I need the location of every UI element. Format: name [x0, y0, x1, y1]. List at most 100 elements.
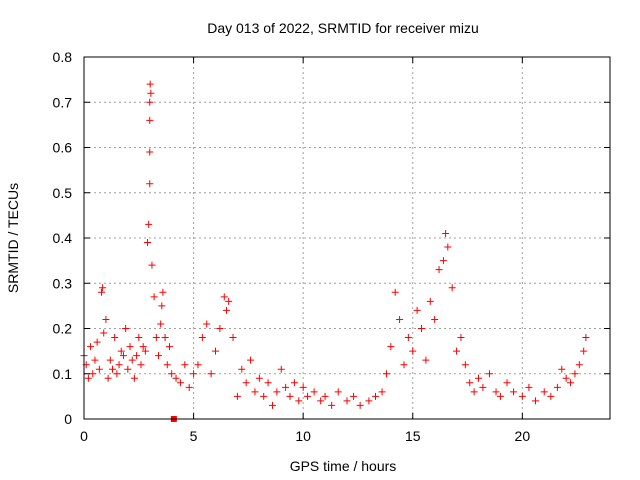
- data-point: [558, 365, 566, 373]
- data-point: [525, 383, 533, 391]
- data-point: [133, 352, 141, 360]
- data-point: [225, 297, 233, 305]
- data-point: [176, 379, 184, 387]
- data-point: [117, 347, 125, 355]
- data-point: [157, 320, 165, 328]
- data-point: [466, 379, 474, 387]
- data-point: [422, 356, 430, 364]
- data-point: [146, 80, 154, 88]
- data-point: [159, 288, 167, 296]
- data-point: [295, 397, 303, 405]
- x-tick-label: 15: [405, 428, 421, 444]
- data-point: [580, 347, 588, 355]
- plot-frame: [83, 56, 611, 420]
- data-point: [343, 397, 351, 405]
- data-point: [328, 401, 336, 409]
- data-point: [413, 306, 421, 314]
- data-point: [146, 98, 154, 106]
- data-point: [146, 180, 154, 188]
- data-point: [439, 257, 447, 265]
- data-point: [485, 370, 493, 378]
- data-point: [190, 370, 198, 378]
- data-point: [418, 325, 426, 332]
- data-point: [575, 361, 583, 369]
- data-point: [251, 388, 259, 396]
- data-point: [168, 370, 176, 378]
- y-tick-label: 0.6: [53, 140, 73, 156]
- x-tick-label: 20: [515, 428, 531, 444]
- data-point: [277, 365, 285, 373]
- data-point: [448, 284, 456, 292]
- data-point: [139, 343, 147, 351]
- data-point: [137, 361, 145, 369]
- data-point: [203, 320, 211, 328]
- data-point: [111, 334, 119, 342]
- data-point: [567, 379, 575, 387]
- data-point: [255, 374, 263, 382]
- y-tick-label: 0.7: [53, 94, 73, 110]
- data-point: [435, 266, 443, 274]
- data-point: [124, 365, 132, 373]
- data-point: [93, 338, 101, 346]
- data-point: [282, 383, 290, 391]
- y-tick-label: 0.4: [53, 230, 73, 246]
- data-point: [113, 370, 121, 378]
- data-point: [479, 383, 487, 391]
- data-point: [286, 392, 294, 400]
- y-tick-label: 0.3: [53, 275, 73, 291]
- data-point: [158, 302, 166, 310]
- data-point: [146, 116, 154, 124]
- data-point: [299, 383, 307, 391]
- data-point: [198, 334, 206, 342]
- data-point: [260, 392, 268, 400]
- y-tick-label: 0: [64, 411, 72, 427]
- data-point: [510, 388, 518, 396]
- data-point: [310, 388, 318, 396]
- data-point: [144, 239, 152, 247]
- chart-title: Day 013 of 2022, SRMTID for receiver miz…: [207, 20, 479, 36]
- data-point: [242, 379, 250, 387]
- data-point: [350, 392, 358, 400]
- data-point: [582, 334, 590, 342]
- data-point: [409, 347, 417, 355]
- data-point: [163, 361, 171, 369]
- data-point: [135, 334, 143, 342]
- data-point: [431, 315, 439, 323]
- data-point: [119, 352, 127, 360]
- data-point: [371, 392, 379, 400]
- y-tick-label: 0.2: [53, 321, 73, 337]
- data-point: [273, 388, 281, 396]
- data-point: [165, 343, 173, 351]
- data-point: [475, 374, 482, 382]
- data-point: [194, 361, 202, 369]
- data-point: [382, 370, 390, 378]
- data-point: [150, 293, 158, 301]
- data-point: [238, 365, 246, 373]
- data-point: [387, 343, 395, 351]
- data-point: [126, 343, 134, 351]
- data-point: [400, 361, 408, 369]
- data-point: [391, 288, 399, 296]
- data-point: [453, 347, 461, 355]
- x-tick-label: 5: [190, 428, 198, 444]
- data-point: [145, 220, 153, 228]
- data-point: [396, 315, 404, 323]
- data-point: [547, 392, 555, 400]
- data-point: [87, 343, 95, 351]
- data-point: [518, 392, 526, 400]
- data-point: [378, 388, 386, 396]
- data-point: [457, 334, 465, 342]
- data-point: [98, 288, 106, 296]
- data-point: [89, 370, 97, 378]
- y-tick-label: 0.1: [53, 366, 73, 382]
- data-point: [100, 329, 108, 337]
- data-point: [102, 315, 110, 323]
- y-axis-label: SRMTID / TECUs: [5, 183, 21, 293]
- data-point: [207, 370, 215, 378]
- data-point: [222, 306, 230, 314]
- data-point: [444, 243, 452, 251]
- data-point: [147, 89, 155, 97]
- data-point: [531, 397, 539, 405]
- data-point: [115, 361, 123, 369]
- data-point: [99, 284, 107, 292]
